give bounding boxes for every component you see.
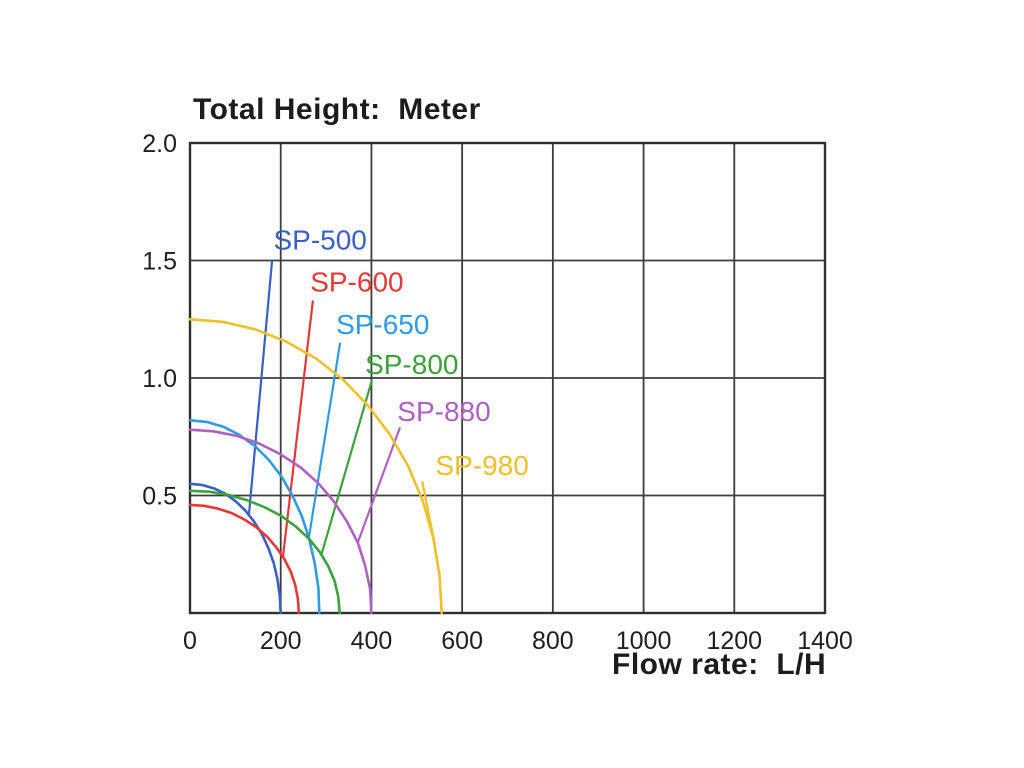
series-label-sp-500: SP-500 [273,224,366,255]
plot-border [188,141,827,615]
leader-line-sp-980 [421,481,437,546]
chart-title: Total Height: Meter [193,93,481,126]
curve-sp-880 [188,428,373,615]
leader-line-sp-600 [281,300,315,557]
leader-line-sp-500 [247,260,274,515]
x-tick-label: 1000 [616,627,672,655]
curve-sp-600 [188,503,301,615]
x-tick-label: 400 [351,627,393,655]
leader-line-sp-800 [320,380,373,555]
y-tick-label: 1.5 [142,248,177,276]
y-tick-label: 0.5 [142,483,177,511]
leader-line-sp-650 [307,342,342,538]
y-tick-label: 2.0 [142,130,177,158]
x-tick-label: 200 [260,627,302,655]
x-tick-label: 800 [532,627,574,655]
leader-line-sp-880 [356,426,402,543]
x-tick-label: 0 [183,627,197,655]
y-tick-label: 1.0 [142,365,177,393]
series-label-sp-800: SP-800 [365,349,458,380]
curve-sp-800 [188,489,342,615]
x-tick-label: 600 [441,627,483,655]
curve-sp-650 [188,418,321,615]
x-tick-label: 1200 [706,627,762,655]
series-label-sp-880: SP-880 [397,396,490,427]
series-label-sp-980: SP-980 [435,450,528,481]
series-label-sp-650: SP-650 [336,309,429,340]
curve-sp-500 [188,482,283,615]
x-axis-label: Flow rate: L/H [612,648,827,681]
series-label-sp-600: SP-600 [310,267,403,298]
x-tick-label: 1400 [797,627,853,655]
